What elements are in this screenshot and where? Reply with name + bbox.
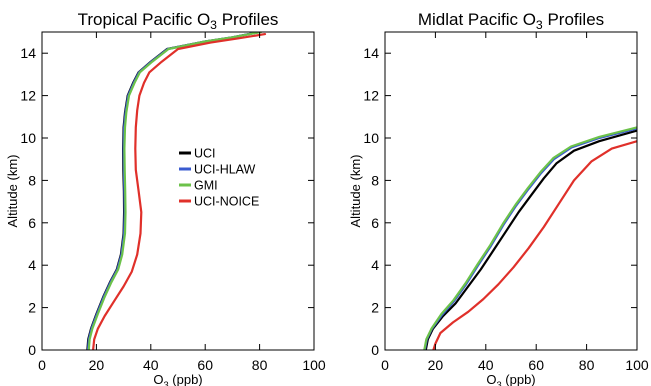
series-group <box>86 32 267 350</box>
y-tick-label: 8 <box>371 172 379 188</box>
chart-title-2-subscript: 3 <box>536 18 543 32</box>
x-tick-label: 100 <box>302 357 326 373</box>
x-tick-label: 80 <box>579 357 595 373</box>
y-tick-label: 4 <box>28 257 36 273</box>
y-tick-label: 6 <box>371 215 379 231</box>
chart-title-1-main: Tropical Pacific O <box>78 10 211 29</box>
series-line-gmi <box>87 32 263 350</box>
y-tick-label: 4 <box>371 257 379 273</box>
x-axis-label-2-rest: (ppb) <box>502 372 536 386</box>
x-axis-label-2-main: O <box>486 372 496 386</box>
y-tick-label: 10 <box>20 130 36 146</box>
x-axis-label-1-main: O <box>153 372 163 386</box>
series-line-uci <box>424 129 637 350</box>
plot-frame <box>384 31 638 351</box>
x-axis-label-1-subscript: 3 <box>163 380 168 386</box>
chart-title-1: Tropical Pacific O3 Profiles <box>78 10 279 32</box>
x-axis-label-1-rest: (ppb) <box>169 372 203 386</box>
legend-label: UCI <box>194 147 216 161</box>
y-tick-label: 2 <box>28 300 36 316</box>
series-line-uci-hlaw <box>423 127 637 350</box>
x-axis-label-2: O3 (ppb) <box>486 372 535 386</box>
x-tick-label: 100 <box>625 357 649 373</box>
y-tick-label: 8 <box>28 172 36 188</box>
y-tick-label: 0 <box>28 342 36 358</box>
chart-title-2-main: Midlat Pacific O <box>418 10 536 29</box>
x-tick-label: 40 <box>143 357 159 373</box>
y-tick-label: 10 <box>363 130 379 146</box>
x-tick-label: 80 <box>252 357 268 373</box>
legend-label: GMI <box>194 179 218 193</box>
y-axis-label-1: Altitude (km) <box>5 155 20 228</box>
chart-title-1-subscript: 3 <box>210 18 217 32</box>
legend-label: UCI-HLAW <box>194 163 256 177</box>
series-line-uci-noice <box>92 33 267 350</box>
legend-label: UCI-NOICE <box>194 195 259 209</box>
y-tick-label: 14 <box>363 45 379 61</box>
x-axis-label-1: O3 (ppb) <box>153 372 202 386</box>
chart-title-2-rest: Profiles <box>543 10 604 29</box>
series-group <box>423 126 637 350</box>
chart-title-1-rest: Profiles <box>217 10 278 29</box>
y-tick-label: 12 <box>363 88 379 104</box>
y-tick-label: 12 <box>20 88 36 104</box>
x-tick-label: 20 <box>428 357 444 373</box>
y-tick-label: 0 <box>371 342 379 358</box>
y-tick-label: 6 <box>28 215 36 231</box>
x-tick-label: 40 <box>478 357 494 373</box>
legend: UCI UCI-HLAW GMI UCI-NOICE <box>179 147 259 209</box>
x-tick-label: 60 <box>528 357 544 373</box>
x-tick-label: 20 <box>89 357 105 373</box>
x-tick-label: 0 <box>38 357 46 373</box>
series-line-uci-noice <box>432 140 637 350</box>
y-axis-label-2: Altitude (km) <box>348 155 363 228</box>
y-tick-label: 14 <box>20 45 36 61</box>
chart-title-2: Midlat Pacific O3 Profiles <box>418 10 604 32</box>
x-axis-label-2-subscript: 3 <box>496 380 501 386</box>
x-tick-label: 0 <box>381 357 389 373</box>
series-line-gmi <box>423 126 637 350</box>
x-tick-label: 60 <box>197 357 213 373</box>
plot-frame <box>41 31 315 351</box>
y-tick-label: 2 <box>371 300 379 316</box>
